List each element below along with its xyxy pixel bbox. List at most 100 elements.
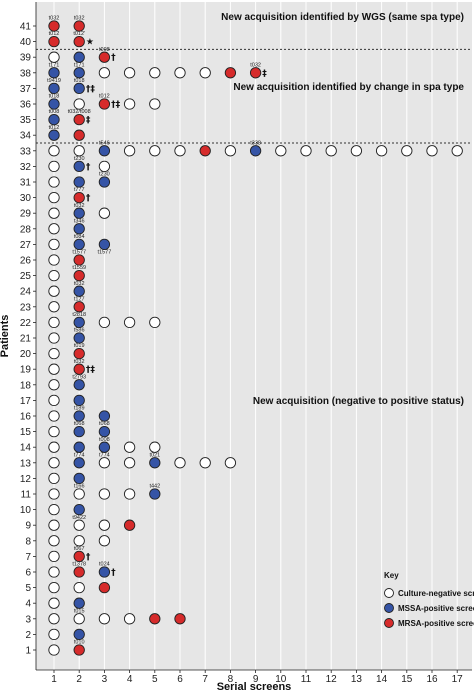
screen-marker-p3-s4	[123, 613, 136, 625]
screen-marker-p19-s1	[48, 363, 60, 375]
screen-marker-p11-s1	[48, 488, 60, 500]
screen-marker-p12-s2	[73, 472, 85, 485]
screen-marker-p16-s3	[98, 410, 111, 422]
screen-marker-p33-s4	[123, 145, 136, 157]
screen-marker-p26-s2	[73, 254, 85, 266]
screen-marker-p13-s5	[149, 457, 161, 469]
y-tick-label-13: 13	[20, 458, 32, 469]
y-tick-label-3: 3	[25, 614, 31, 625]
spa-type-label: t1378	[72, 562, 86, 568]
screen-marker-p29-s2	[73, 207, 85, 219]
x-tick-label-14: 14	[376, 674, 388, 685]
y-axis-label: Patients	[0, 315, 11, 358]
screen-marker-p10-s1	[48, 503, 60, 516]
spa-type-label: t171	[49, 62, 60, 68]
spa-type-label: t008	[99, 47, 110, 53]
screen-marker-p35-s2	[73, 113, 85, 126]
screen-marker-p28-s2	[73, 223, 85, 235]
y-tick-label-27: 27	[20, 240, 32, 251]
screen-marker-p15-s1	[48, 425, 60, 438]
screen-marker-p3-s5	[149, 613, 161, 625]
x-tick-label-5: 5	[152, 674, 158, 685]
x-tick-label-1: 1	[51, 674, 57, 685]
screen-marker-p36-s5	[149, 98, 161, 110]
screen-marker-p3-s1	[48, 613, 60, 625]
screen-marker-p31-s1	[48, 176, 60, 188]
spa-type-label: t012	[49, 31, 60, 37]
group-separators	[36, 48, 472, 144]
spa-type-label: t019	[74, 343, 85, 349]
screen-marker-p5-s2	[73, 581, 85, 594]
screen-marker-p38-s4	[123, 67, 136, 79]
screen-marker-p11-s2	[73, 488, 85, 500]
screen-marker-p9-s3	[98, 519, 111, 531]
spa-type-label: t068	[74, 421, 85, 427]
spa-type-label: t1577	[72, 250, 86, 256]
screen-marker-p17-s1	[48, 394, 60, 407]
marker-symbol: †‡	[86, 365, 96, 375]
screen-marker-p36-s4	[123, 98, 136, 110]
screen-marker-p8-s1	[48, 535, 60, 547]
annotation-0: New acquisition identified by WGS (same …	[221, 12, 464, 23]
screen-marker-p33-s7	[199, 145, 211, 157]
spa-type-label: t032	[250, 62, 261, 68]
screen-marker-p33-s11	[300, 145, 312, 157]
screen-marker-p11-s3	[98, 488, 111, 500]
marker-symbol: ‡	[86, 116, 91, 126]
y-tick-label-8: 8	[25, 536, 31, 547]
y-tick-label-31: 31	[20, 178, 32, 189]
marker-symbol: †	[86, 552, 91, 562]
spa-type-label: t012	[49, 125, 60, 131]
screen-marker-p28-s1	[48, 223, 60, 235]
spa-type-label: t171	[74, 62, 85, 68]
y-tick-label-11: 11	[21, 490, 32, 501]
screen-marker-p33-s15	[401, 145, 413, 157]
screen-marker-p9-s4	[123, 519, 136, 531]
screen-marker-p13-s7	[199, 457, 211, 469]
screen-marker-p21-s1	[48, 332, 60, 344]
marker-symbol: †‡	[86, 84, 96, 94]
screen-marker-p37-s1	[48, 82, 60, 95]
screen-marker-p13-s3	[98, 457, 111, 469]
screen-marker-p15-s2	[73, 425, 85, 438]
y-tick-label-23: 23	[20, 302, 32, 313]
x-tick-label-7: 7	[202, 674, 208, 685]
y-tick-label-18: 18	[20, 380, 32, 391]
x-tick-label-10: 10	[275, 674, 287, 685]
screen-marker-p6-s3	[98, 566, 111, 578]
y-tick-label-33: 33	[20, 146, 32, 157]
x-tick-label-3: 3	[102, 674, 108, 685]
y-tick-label-19: 19	[20, 365, 32, 376]
x-tick-label-12: 12	[326, 674, 338, 685]
annotation-2: New acquisition (negative to positive st…	[253, 396, 464, 407]
screen-marker-p41-s1	[48, 20, 60, 32]
screen-marker-p15-s3	[98, 425, 111, 438]
y-tick-label-40: 40	[20, 37, 32, 48]
screen-marker-p38-s5	[149, 67, 161, 79]
screen-marker-p24-s2	[73, 285, 85, 297]
spa-type-label: t189	[74, 406, 85, 412]
spa-type-label: t018	[74, 78, 85, 84]
screen-marker-p19-s2	[73, 363, 85, 375]
y-tick-label-16: 16	[20, 412, 32, 423]
y-tick-label-12: 12	[20, 474, 32, 485]
screen-marker-p33-s17	[451, 145, 463, 157]
y-tick-label-37: 37	[20, 84, 32, 95]
spa-type-label: t9422	[72, 515, 86, 521]
legend-label-2: MRSA-positive screen	[398, 619, 474, 628]
screen-marker-p4-s2	[73, 597, 85, 609]
spa-type-label: t024	[99, 562, 110, 568]
spa-type-label: t012'	[73, 31, 85, 37]
screen-marker-p16-s2	[73, 410, 85, 422]
y-tick-label-10: 10	[20, 505, 32, 516]
screen-marker-p2-s2	[73, 628, 85, 641]
y-tick-label-35: 35	[20, 115, 32, 126]
screen-marker-p20-s1	[48, 347, 60, 360]
x-axis-label: Serial screens	[217, 681, 292, 693]
y-tick-label-6: 6	[25, 568, 31, 579]
x-tick-label-9: 9	[253, 674, 259, 685]
spa-type-label: t338	[250, 140, 261, 146]
spa-type-label: t067	[74, 546, 85, 552]
screen-marker-p40-s2	[73, 35, 85, 48]
